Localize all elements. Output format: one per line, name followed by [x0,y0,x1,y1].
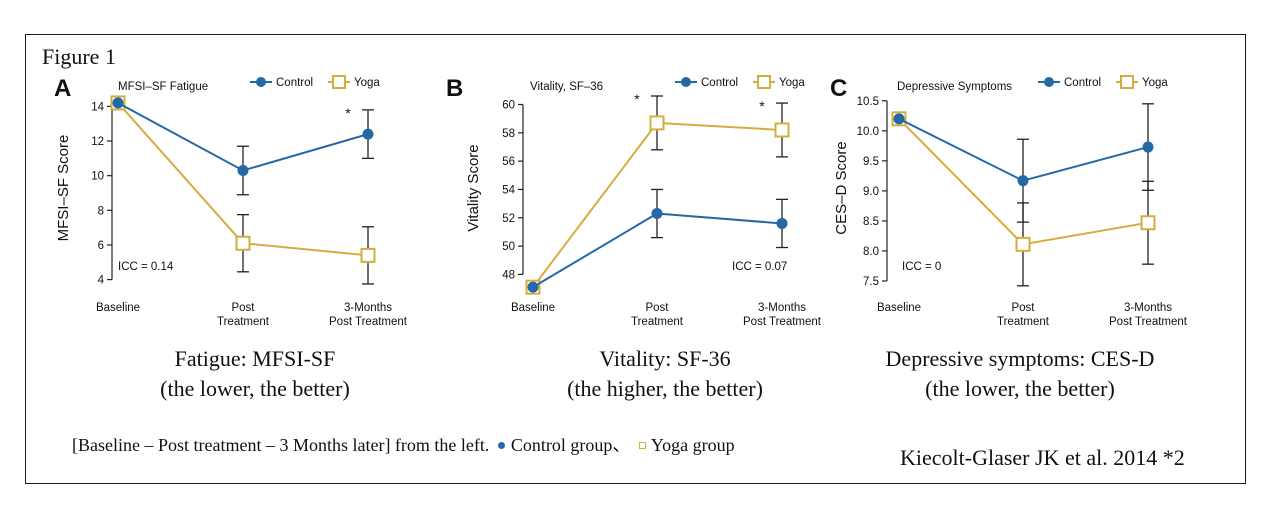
x-tick-label: Post Treatment [329,316,408,328]
x-tick-label: 3-Months [1124,302,1172,314]
y-axis-label: CES–D Score [833,141,850,234]
chart-panel-b: B Vitality, SF–36 Control Yoga 48 50 52 54 56 58 6… [446,75,822,328]
x-tick-label: Post [1011,302,1035,314]
significance-star: * [634,91,640,107]
icc-annotation: ICC = 0.14 [118,261,174,273]
control-dot-icon [497,442,505,450]
data-point-control [237,164,249,176]
chart-title: Depressive Symptoms [897,81,1012,93]
x-tick-label: Post Treatment [743,316,822,328]
footnote-yoga-label: Yoga group [650,435,735,455]
data-point-control [776,217,788,229]
y-tick-label: 4 [98,275,105,287]
y-axis-label: Vitality Score [465,144,482,231]
panel-letter: B [446,75,463,102]
legend-control-label: Control [701,77,738,89]
y-tick-label: 8.5 [863,216,879,228]
footnote-text: [Baseline – Post treatment – 3 Months la… [72,435,490,455]
caption-fatigue: Fatigue: MFSI-SF (the lower, the better) [105,344,405,404]
x-tick-label: Post [231,302,255,314]
x-tick-label: Treatment [997,316,1050,328]
y-axis-label: MFSI–SF Score [55,135,72,242]
y-tick-label: 7.5 [863,276,879,288]
legend-control-marker [1044,77,1054,87]
legend-yoga-marker [1120,75,1134,89]
x-tick-label: Post [645,302,669,314]
caption-vitality-note: (the higher, the better) [567,376,763,401]
footnote-control-label: Control group、 [510,435,631,455]
data-point-control [362,128,374,140]
panel-letter: C [830,75,847,102]
caption-depression: Depressive symptoms: CES-D (the lower, t… [855,344,1185,404]
data-point-yoga [774,122,790,138]
caption-depression-note: (the lower, the better) [925,376,1115,401]
y-tick-label: 52 [502,213,515,225]
y-tick-label: 56 [502,156,515,168]
y-tick-label: 8 [98,205,104,217]
x-tick-label: Post Treatment [1109,316,1188,328]
data-point-yoga [235,235,251,251]
caption-fatigue-note: (the lower, the better) [160,376,350,401]
citation: Kiecolt-Glaser JK et al. 2014 *2 [900,445,1185,470]
legend-control-label: Control [1064,77,1101,89]
significance-star: * [345,105,351,121]
data-point-control [1017,175,1029,187]
figure-title: Figure 1 [42,44,116,69]
chart-panel-a: A MFSI–SF Fatigue Control Yoga 4 6 8 10 12 14 MFSI… [54,75,408,328]
chart-title: Vitality, SF–36 [530,81,603,93]
x-tick-label: Baseline [96,302,140,314]
data-point-yoga [649,115,665,131]
legend-yoga-label: Yoga [354,77,380,89]
icc-annotation: ICC = 0 [902,261,941,273]
data-point-yoga [360,247,376,263]
chart-panel-c: C Depressive Symptoms Control Yoga 7.5 8.0 8.5… [830,75,1188,328]
x-tick-label: Treatment [217,316,270,328]
x-tick-label: Baseline [511,302,555,314]
yoga-square-icon [638,442,646,450]
panel-letter: A [54,75,71,102]
figure-frame [25,34,1246,484]
x-tick-label: Baseline [877,302,921,314]
legend-yoga-label: Yoga [779,77,805,89]
legend-control-label: Control [276,77,313,89]
data-point-yoga [1015,236,1031,252]
y-tick-label: 10 [91,171,104,183]
data-point-control [1142,141,1154,153]
icc-annotation: ICC = 0.07 [732,261,787,273]
y-tick-label: 54 [502,184,515,196]
y-tick-label: 10.0 [857,126,879,138]
x-tick-label: 3-Months [344,302,392,314]
footnote: [Baseline – Post treatment – 3 Months la… [72,431,735,457]
legend-control-marker [681,77,691,87]
caption-vitality-title: Vitality: SF-36 [599,346,731,371]
data-point-control [527,281,539,293]
y-tick-label: 9.0 [863,186,879,198]
data-point-control [112,97,124,109]
y-tick-label: 9.5 [863,156,879,168]
x-tick-label: Treatment [631,316,684,328]
legend-yoga-marker [757,75,771,89]
caption-fatigue-title: Fatigue: MFSI-SF [174,346,336,371]
y-tick-label: 48 [502,269,515,281]
y-tick-label: 8.0 [863,246,879,258]
chart-title: MFSI–SF Fatigue [118,81,208,93]
y-tick-label: 10.5 [857,96,879,108]
y-tick-label: 6 [98,240,104,252]
caption-depression-title: Depressive symptoms: CES-D [885,346,1155,371]
legend-control-marker [256,77,266,87]
significance-star: * [759,98,765,114]
x-tick-label: 3-Months [758,302,806,314]
y-tick-label: 60 [502,99,515,111]
data-point-yoga [1140,215,1156,231]
caption-vitality: Vitality: SF-36 (the higher, the better) [535,344,795,404]
y-tick-label: 58 [502,128,515,140]
legend-yoga-marker [332,75,346,89]
data-point-control [893,113,905,125]
legend-yoga-label: Yoga [1142,77,1168,89]
y-tick-label: 50 [502,241,515,253]
y-tick-label: 12 [91,136,104,148]
data-point-control [651,208,663,220]
y-tick-label: 14 [91,101,104,113]
